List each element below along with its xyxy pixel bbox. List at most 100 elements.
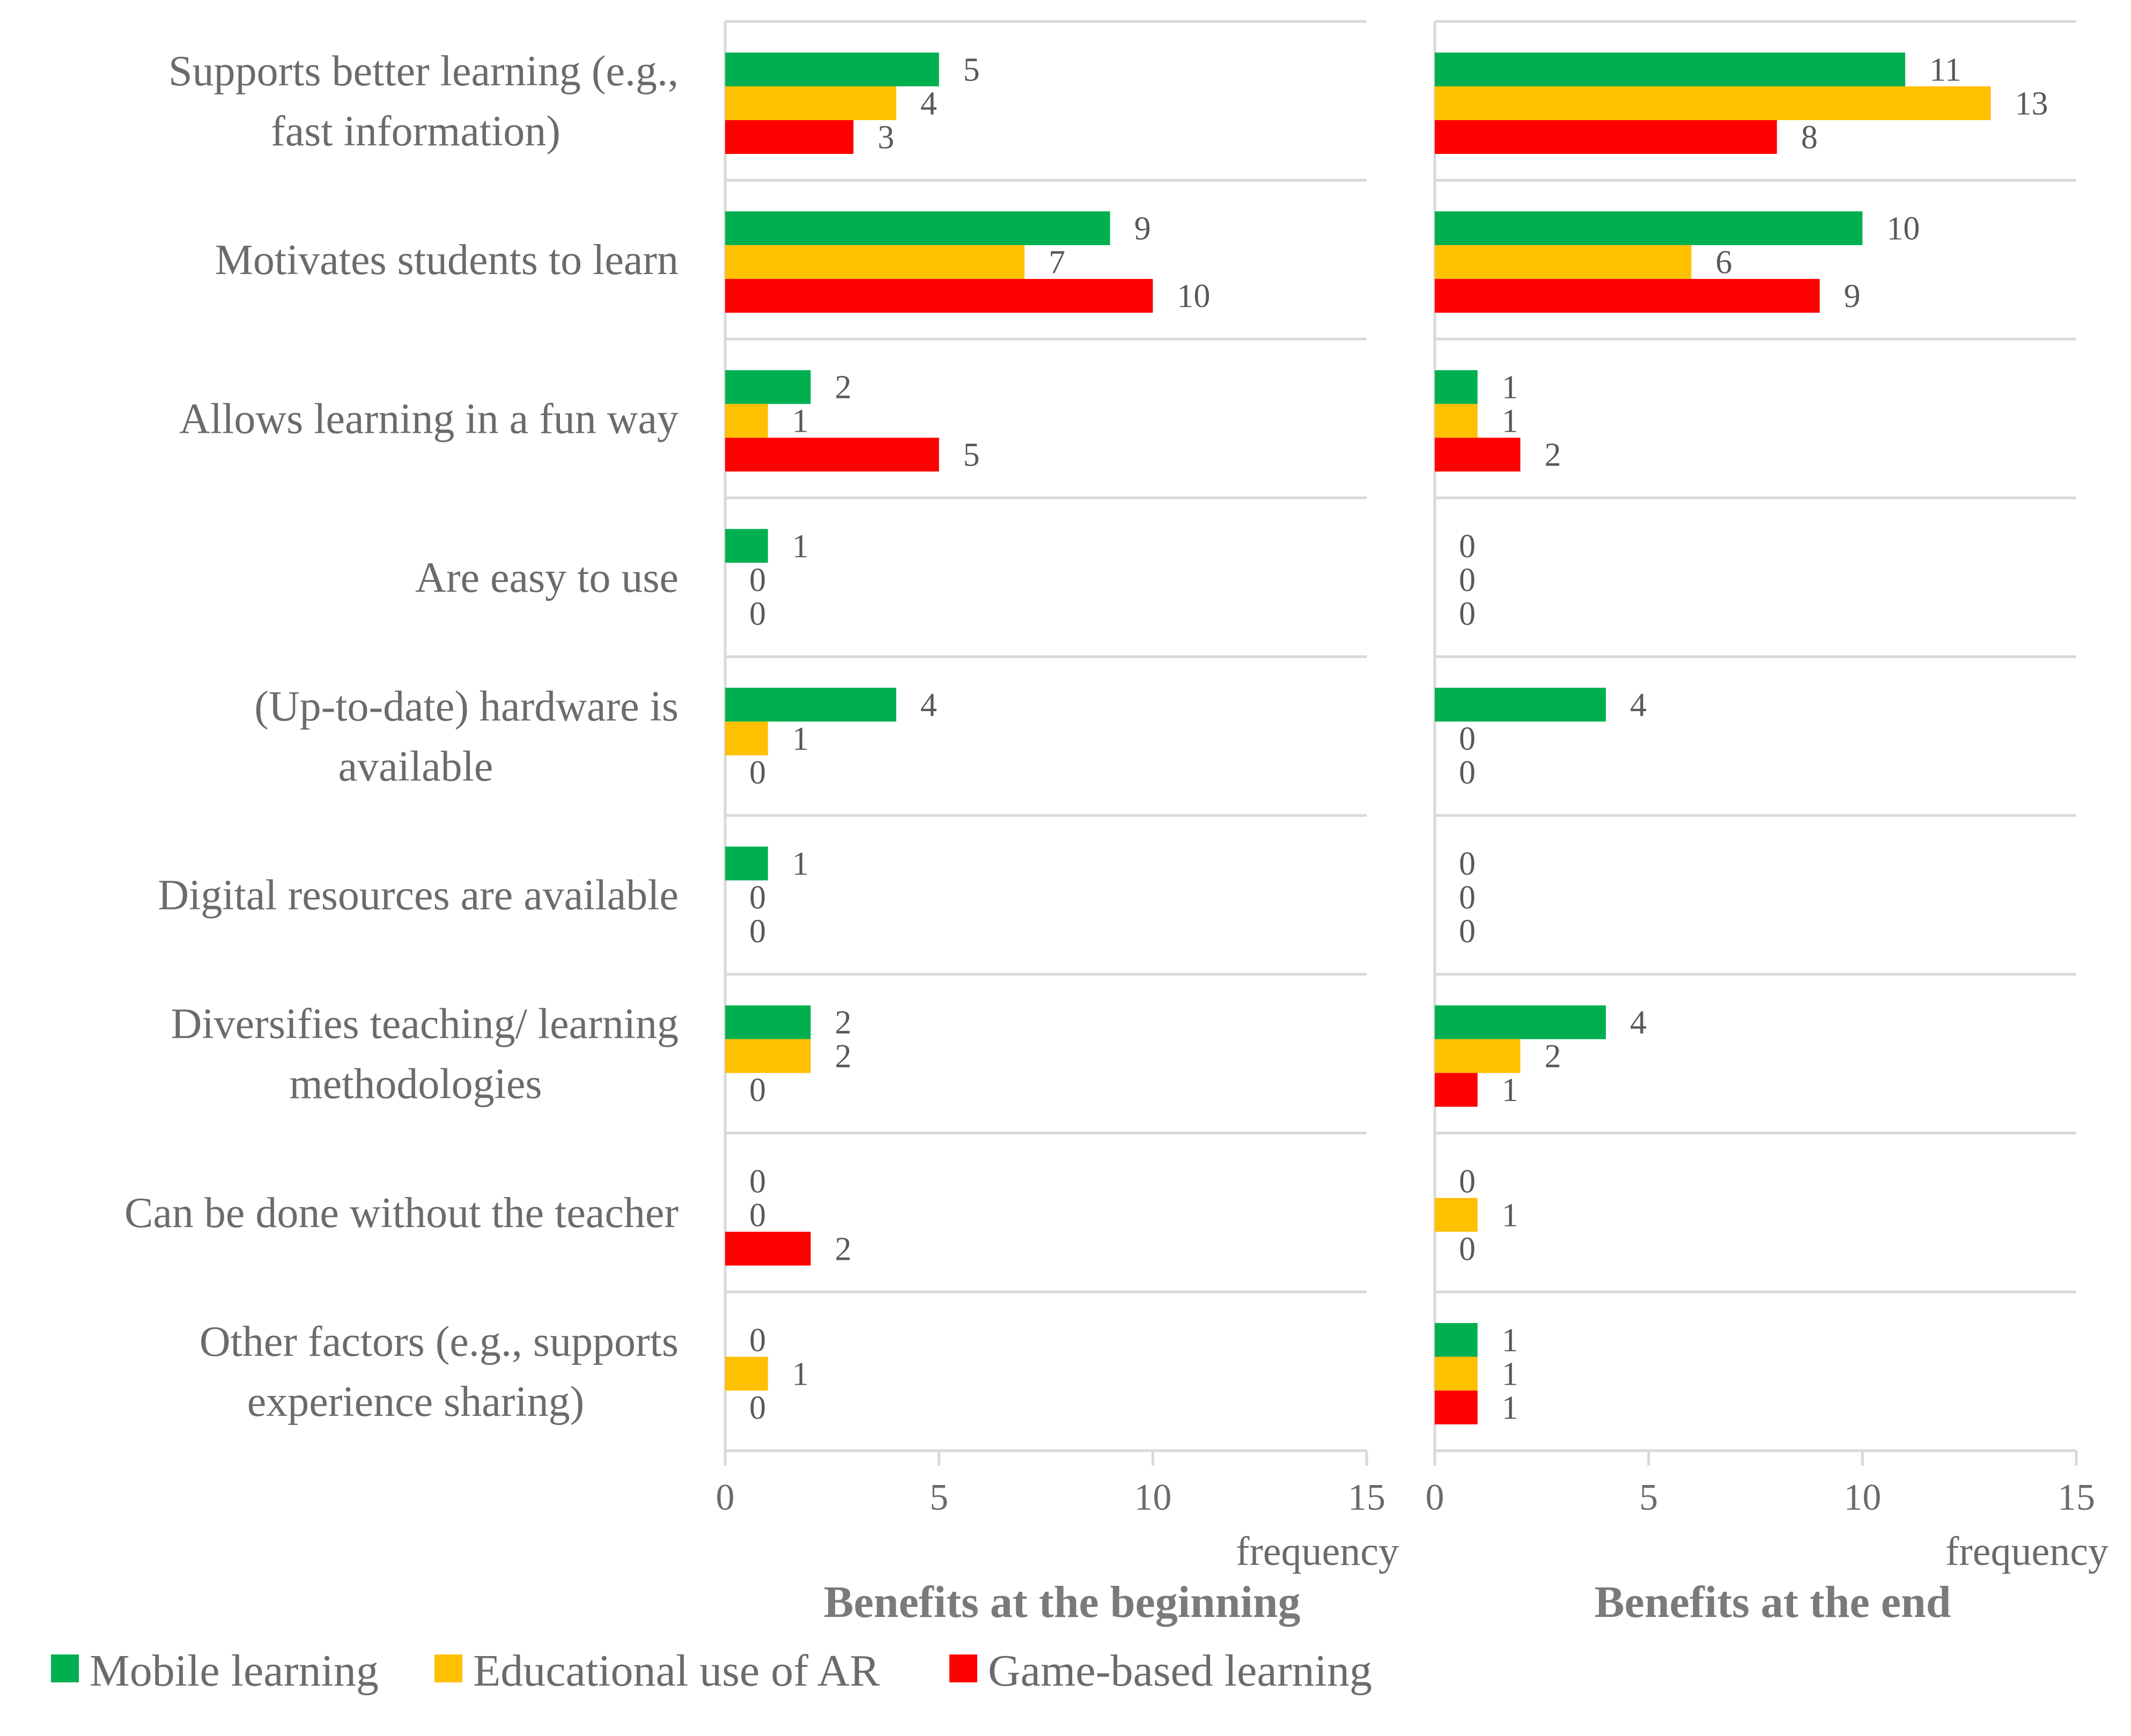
category-label-5-line-2: available [338,743,493,791]
value-label-beginning-game-based-learning-1: 3 [878,120,894,156]
value-label-end-mobile-learning-1: 11 [1929,52,1962,88]
bar-end-mobile-learning-7 [1435,1005,1606,1039]
category-label-9-line-2: experience sharing) [247,1378,585,1425]
value-label-beginning-mobile-learning-6: 1 [792,846,809,882]
x-tick-label-end-5: 5 [1639,1477,1658,1518]
value-label-end-game-based-learning-4: 0 [1459,596,1476,632]
value-label-beginning-mobile-learning-7: 2 [835,1004,851,1041]
value-label-end-game-based-learning-7: 1 [1502,1072,1518,1109]
value-label-end-educational-use-of-ar-5: 0 [1459,721,1476,757]
bar-beginning-educational-use-of-ar-7 [725,1039,811,1073]
value-label-beginning-educational-use-of-ar-2: 7 [1049,245,1065,281]
category-label-2: Motivates students to learn [215,237,679,284]
value-label-beginning-game-based-learning-9: 0 [749,1390,766,1426]
category-label-8: Can be done without the teacher [124,1190,679,1237]
x-tick-label-beginning-10: 10 [1134,1477,1171,1518]
value-label-end-mobile-learning-9: 1 [1502,1322,1518,1358]
value-label-beginning-mobile-learning-3: 2 [835,370,851,406]
bar-end-educational-use-of-ar-1 [1435,86,1991,120]
legend-label-mobile-learning: Mobile learning [90,1646,379,1696]
bar-beginning-mobile-learning-5 [725,688,896,722]
value-label-beginning-game-based-learning-5: 0 [749,755,766,791]
bar-end-mobile-learning-9 [1435,1323,1478,1357]
x-tick-label-beginning-15: 15 [1348,1477,1385,1518]
value-label-end-mobile-learning-8: 0 [1459,1163,1476,1200]
value-label-end-game-based-learning-1: 8 [1801,120,1818,156]
bar-end-educational-use-of-ar-7 [1435,1039,1521,1073]
value-label-beginning-game-based-learning-3: 5 [963,437,980,474]
bar-beginning-educational-use-of-ar-9 [725,1356,768,1391]
x-tick-label-end-15: 15 [2058,1477,2095,1518]
bar-end-educational-use-of-ar-9 [1435,1356,1478,1391]
legend-swatch-game-based-learning [949,1654,977,1682]
value-label-beginning-game-based-learning-6: 0 [749,913,766,950]
value-label-beginning-mobile-learning-9: 0 [749,1322,766,1358]
category-label-3: Allows learning in a fun way [179,395,679,442]
value-label-beginning-educational-use-of-ar-9: 1 [792,1356,809,1392]
bar-beginning-educational-use-of-ar-5 [725,721,768,756]
bar-beginning-mobile-learning-6 [725,846,768,881]
bar-beginning-educational-use-of-ar-1 [725,86,896,120]
bar-end-mobile-learning-3 [1435,370,1478,404]
category-label-7-line-2: methodologies [289,1061,542,1108]
value-label-beginning-educational-use-of-ar-3: 1 [792,403,809,440]
value-label-beginning-educational-use-of-ar-4: 0 [749,562,766,599]
value-label-end-mobile-learning-5: 4 [1630,687,1647,723]
bar-beginning-mobile-learning-2 [725,211,1110,246]
value-label-beginning-game-based-learning-8: 2 [835,1231,851,1267]
x-axis-label-beginning: frequency [1236,1529,1399,1574]
value-label-beginning-mobile-learning-8: 0 [749,1163,766,1200]
value-label-beginning-mobile-learning-5: 4 [920,687,937,723]
value-label-end-educational-use-of-ar-7: 2 [1544,1038,1561,1075]
bar-beginning-mobile-learning-3 [725,370,811,404]
x-tick-label-beginning-0: 0 [716,1477,735,1518]
value-label-end-educational-use-of-ar-3: 1 [1502,403,1518,440]
bar-end-game-based-learning-1 [1435,120,1777,154]
bar-beginning-game-based-learning-3 [725,438,939,472]
value-label-beginning-educational-use-of-ar-8: 0 [749,1197,766,1233]
x-tick-label-beginning-5: 5 [930,1477,948,1518]
value-label-end-mobile-learning-3: 1 [1502,370,1518,406]
bar-beginning-mobile-learning-7 [725,1005,811,1039]
value-label-end-mobile-learning-6: 0 [1459,846,1476,882]
bar-beginning-mobile-learning-4 [725,529,768,563]
bar-end-mobile-learning-2 [1435,211,1863,246]
category-label-9-line-1: Other factors (e.g., supports [200,1318,679,1365]
value-label-end-educational-use-of-ar-2: 6 [1715,245,1732,281]
x-tick-label-end-0: 0 [1426,1477,1444,1518]
legend-swatch-educational-use-of-ar [434,1654,462,1682]
value-label-end-educational-use-of-ar-1: 13 [2015,86,2048,122]
value-label-end-mobile-learning-7: 4 [1630,1004,1647,1041]
bar-end-educational-use-of-ar-2 [1435,245,1692,279]
bar-end-educational-use-of-ar-8 [1435,1198,1478,1232]
value-label-end-educational-use-of-ar-4: 0 [1459,562,1476,599]
value-label-beginning-mobile-learning-4: 1 [792,528,809,565]
category-label-1-line-1: Supports better learning (e.g., [168,48,679,95]
bar-end-mobile-learning-5 [1435,688,1606,722]
category-label-6: Digital resources are available [158,872,679,919]
value-label-end-mobile-learning-2: 10 [1886,211,1920,247]
value-label-end-game-based-learning-6: 0 [1459,913,1476,950]
legend-label-educational-use-of-ar: Educational use of AR [473,1646,880,1696]
value-label-beginning-educational-use-of-ar-5: 1 [792,721,809,757]
bar-end-educational-use-of-ar-3 [1435,404,1478,438]
value-label-beginning-game-based-learning-2: 10 [1177,278,1210,315]
value-label-beginning-mobile-learning-1: 5 [963,52,980,88]
value-label-beginning-mobile-learning-2: 9 [1134,211,1151,247]
value-label-beginning-game-based-learning-7: 0 [749,1072,766,1109]
panel-title-beginning: Benefits at the beginning [823,1577,1300,1627]
bar-end-game-based-learning-2 [1435,279,1820,313]
value-label-end-educational-use-of-ar-8: 1 [1502,1197,1518,1233]
bar-beginning-educational-use-of-ar-2 [725,245,1025,279]
x-tick-label-end-10: 10 [1844,1477,1881,1518]
bar-beginning-mobile-learning-1 [725,53,939,86]
category-label-1-line-2: fast information) [271,108,561,155]
value-label-beginning-educational-use-of-ar-6: 0 [749,880,766,916]
category-label-7-line-1: Diversifies teaching/ learning [171,1001,679,1048]
value-label-beginning-game-based-learning-4: 0 [749,596,766,632]
bar-beginning-game-based-learning-2 [725,279,1153,313]
x-axis-label-end: frequency [1945,1529,2108,1574]
value-label-end-educational-use-of-ar-9: 1 [1502,1356,1518,1392]
value-label-end-mobile-learning-4: 0 [1459,528,1476,565]
